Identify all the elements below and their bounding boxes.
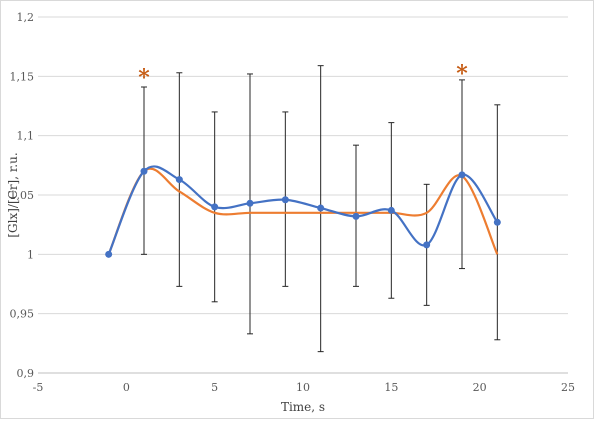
y-tick-label: 1,2: [17, 11, 35, 24]
data-point: [140, 167, 148, 175]
x-tick-labels: -5 0 5 10 15 20 25: [33, 381, 575, 394]
significance-marker: *: [138, 65, 150, 91]
data-point: [246, 199, 254, 207]
y-tick-label: 1,1: [17, 130, 35, 143]
y-tick-label: 1,05: [10, 189, 35, 202]
data-point: [175, 176, 183, 184]
data-point: [493, 218, 501, 226]
y-tick-label: 0,9: [17, 367, 35, 380]
y-tick-label: 1,15: [10, 70, 35, 83]
data-point: [423, 241, 431, 249]
data-point: [105, 250, 113, 258]
x-tick-label: 25: [561, 381, 575, 394]
y-axis-title: [Glx]/[Cr], r.u.: [6, 152, 20, 237]
significance-marker: *: [456, 61, 468, 87]
series-line-0: [107, 165, 499, 255]
x-tick-label: 5: [211, 381, 218, 394]
series-markers: [105, 167, 501, 258]
series-line-1: [107, 167, 499, 255]
x-tick-label: 0: [123, 381, 130, 394]
series-lines: [107, 165, 499, 255]
data-point: [352, 212, 360, 220]
data-point: [387, 206, 395, 214]
y-tick-label: 0,95: [10, 308, 35, 321]
x-tick-label: 15: [384, 381, 398, 394]
x-tick-label: 10: [296, 381, 310, 394]
x-tick-label: -5: [33, 381, 44, 394]
y-tick-label: 1: [27, 248, 34, 261]
data-point: [281, 196, 289, 204]
gridlines: [38, 16, 568, 374]
data-point: [211, 203, 219, 211]
x-axis-title: Time, s: [281, 400, 325, 414]
annotations: * *: [138, 61, 468, 91]
x-tick-label: 20: [473, 381, 487, 394]
data-point: [317, 204, 325, 212]
y-tick-labels: 0,9 0,95 1 1,05 1,1 1,15 1,2: [10, 11, 35, 380]
data-point: [458, 171, 466, 179]
